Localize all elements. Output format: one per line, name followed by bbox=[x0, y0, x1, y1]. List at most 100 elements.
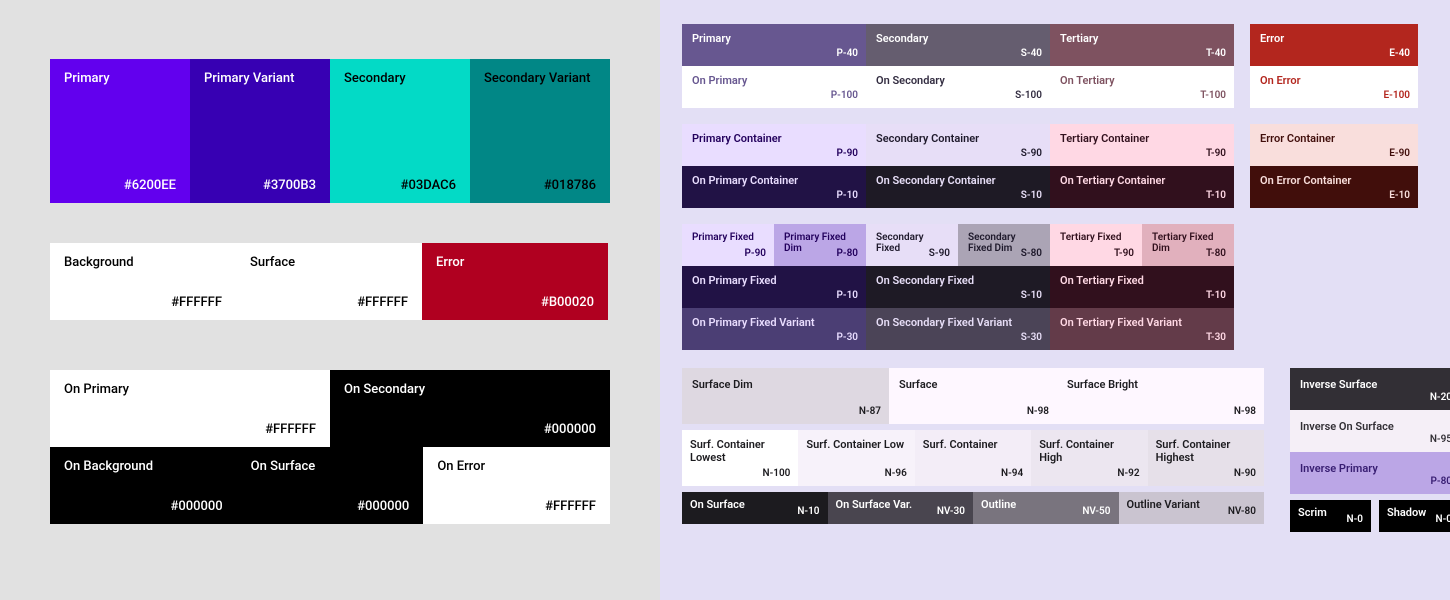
color-swatch: Secondary Container S-90 bbox=[866, 124, 1050, 166]
m3-surface-row3: On SurfaceN-10On Surface Var.NV-30Outlin… bbox=[682, 492, 1264, 524]
swatch-code: NV-80 bbox=[1228, 506, 1256, 517]
swatch-code: S-10 bbox=[1021, 290, 1042, 301]
m2-block-on-colors: On Primary#FFFFFF On Secondary #000000 On … bbox=[50, 370, 610, 524]
color-swatch: Error #B00020 bbox=[422, 243, 608, 320]
color-swatch: Tertiary Fixed DimT-80 bbox=[1142, 224, 1234, 266]
swatch-label: On Tertiary Fixed Variant bbox=[1060, 316, 1224, 329]
swatch-code: S-90 bbox=[929, 248, 950, 259]
swatch-code: P-30 bbox=[836, 332, 858, 343]
swatch-label: Surface Dim bbox=[692, 378, 879, 391]
swatch-code: N-10 bbox=[797, 506, 819, 517]
color-swatch: On ErrorE-100 bbox=[1250, 66, 1418, 108]
swatch-label: Error bbox=[436, 255, 594, 270]
color-swatch: On Error ContainerE-10 bbox=[1250, 166, 1418, 208]
color-swatch: Secondary Variant#018786 bbox=[470, 59, 610, 203]
m2-palette-panel: Primary#6200EEPrimary Variant#3700B3Seco… bbox=[0, 0, 660, 600]
swatch-code: S-90 bbox=[1021, 148, 1042, 159]
swatch-code: E-40 bbox=[1389, 48, 1410, 59]
color-swatch: On PrimaryP-100 bbox=[682, 66, 866, 108]
swatch-code: #000000 bbox=[170, 499, 222, 514]
swatch-label: On Primary bbox=[692, 74, 856, 87]
color-swatch: On Secondary S-100 bbox=[866, 66, 1050, 108]
m3-fixed-col: Primary FixedP-90Primary Fixed DimP-80On… bbox=[682, 224, 866, 350]
swatch-label: On Tertiary Container bbox=[1060, 174, 1224, 187]
swatch-code: T-40 bbox=[1206, 48, 1226, 59]
color-swatch: Surf. Container HighestN-90 bbox=[1148, 430, 1264, 486]
color-swatch: Tertiary ContainerT-90 bbox=[1050, 124, 1234, 166]
color-swatch: ErrorE-40 bbox=[1250, 24, 1418, 66]
color-swatch: On Background#000000 bbox=[50, 447, 237, 524]
m2-block-primary: Primary#6200EEPrimary Variant#3700B3Seco… bbox=[50, 59, 610, 203]
swatch-label: Inverse Surface bbox=[1300, 378, 1450, 391]
m3-top-col: TertiaryT-40On TertiaryT-100Tertiary Con… bbox=[1050, 24, 1234, 208]
swatch-label: On Primary Fixed Variant bbox=[692, 316, 856, 329]
swatch-label: Surface bbox=[250, 255, 408, 270]
swatch-code: NV-30 bbox=[937, 506, 965, 517]
swatch-code: #FFFFFF bbox=[357, 295, 408, 310]
swatch-label: Surf. Container High bbox=[1039, 438, 1139, 464]
color-swatch: OutlineNV-50 bbox=[973, 492, 1119, 524]
swatch-label: On Secondary Container bbox=[876, 174, 1040, 187]
color-swatch: Surface Dim N-87 bbox=[682, 368, 889, 424]
color-swatch: Background #FFFFFF bbox=[50, 243, 236, 320]
swatch-code: T-90 bbox=[1114, 248, 1134, 259]
swatch-code: N-94 bbox=[1001, 468, 1023, 479]
color-swatch: On Primary ContainerP-10 bbox=[682, 166, 866, 208]
swatch-code: S-10 bbox=[1021, 190, 1042, 201]
swatch-code: T-10 bbox=[1206, 190, 1226, 201]
color-swatch: On Error#FFFFFF bbox=[423, 447, 610, 524]
swatch-code: NV-50 bbox=[1082, 506, 1110, 517]
swatch-code: E-100 bbox=[1384, 90, 1410, 101]
swatch-label: On Tertiary bbox=[1060, 74, 1224, 87]
swatch-label: Surf. Container Highest bbox=[1156, 438, 1256, 464]
color-swatch: On Surface #000000 bbox=[237, 447, 424, 524]
swatch-label: On Tertiary Fixed bbox=[1060, 274, 1224, 287]
swatch-label: Background bbox=[64, 255, 222, 270]
m3-fixed-half: Tertiary Fixed T-90 Tertiary Fixed DimT-80 bbox=[1050, 224, 1234, 266]
swatch-label: Secondary Container bbox=[876, 132, 1040, 145]
swatch-label: Primary Container bbox=[692, 132, 856, 145]
swatch-code: T-30 bbox=[1206, 332, 1226, 343]
swatch-code: #000000 bbox=[357, 499, 409, 514]
color-swatch: Outline VariantNV-80 bbox=[1119, 492, 1265, 524]
color-swatch: Secondary Fixed DimS-80 bbox=[958, 224, 1050, 266]
color-swatch: On Primary Fixed Variant P-30 bbox=[682, 308, 866, 350]
swatch-code: N-87 bbox=[859, 406, 881, 417]
swatch-code: N-96 bbox=[885, 468, 907, 479]
color-swatch: ShadowN-0 bbox=[1379, 500, 1450, 532]
color-swatch: SecondaryS-40 bbox=[866, 24, 1050, 66]
m3-scrim-shadow: ScrimN-0ShadowN-0 bbox=[1290, 500, 1450, 532]
swatch-label: On Secondary bbox=[876, 74, 1040, 87]
swatch-label: On Surface bbox=[251, 459, 410, 474]
m3-fixed-half: Secondary FixedS-90Secondary Fixed DimS-… bbox=[866, 224, 1050, 266]
swatch-label: On Secondary bbox=[344, 382, 596, 397]
color-swatch: Secondary FixedS-90 bbox=[866, 224, 958, 266]
m3-fixed-col: Secondary FixedS-90Secondary Fixed DimS-… bbox=[866, 224, 1050, 350]
swatch-code: P-10 bbox=[836, 190, 858, 201]
swatch-code: T-10 bbox=[1206, 290, 1226, 301]
m3-surface-row1: Surface DimN-87SurfaceN-98Surface Bright… bbox=[682, 368, 1264, 424]
color-swatch: Primary#6200EE bbox=[50, 59, 190, 203]
color-swatch: Primary ContainerP-90 bbox=[682, 124, 866, 166]
color-swatch: Tertiary T-40 bbox=[1050, 24, 1234, 66]
swatch-label: Secondary bbox=[344, 71, 456, 86]
swatch-code: #B00020 bbox=[541, 295, 594, 310]
color-swatch: On SurfaceN-10 bbox=[682, 492, 828, 524]
swatch-code: #6200EE bbox=[124, 178, 176, 193]
swatch-code: N-95 bbox=[1430, 434, 1450, 445]
swatch-label: Inverse Primary bbox=[1300, 462, 1450, 475]
swatch-code: S-80 bbox=[1021, 248, 1042, 259]
color-swatch: On Primary#FFFFFF bbox=[50, 370, 330, 447]
color-swatch: Surf. Container LowestN-100 bbox=[682, 430, 798, 486]
color-swatch: ScrimN-0 bbox=[1290, 500, 1371, 532]
swatch-label: Surface bbox=[899, 378, 1047, 391]
swatch-label: Tertiary bbox=[1060, 32, 1224, 45]
swatch-label: Tertiary Fixed bbox=[1060, 232, 1132, 243]
swatch-label: Inverse On Surface bbox=[1300, 420, 1450, 433]
m3-fixed-grid: Primary FixedP-90Primary Fixed DimP-80On… bbox=[682, 224, 1422, 350]
color-swatch: On Secondary FixedS-10 bbox=[866, 266, 1050, 308]
swatch-code: #FFFFFF bbox=[171, 295, 222, 310]
swatch-code: S-100 bbox=[1015, 90, 1042, 101]
color-swatch: Inverse On SurfaceN-95 bbox=[1290, 410, 1450, 452]
swatch-code: N-92 bbox=[1117, 468, 1139, 479]
